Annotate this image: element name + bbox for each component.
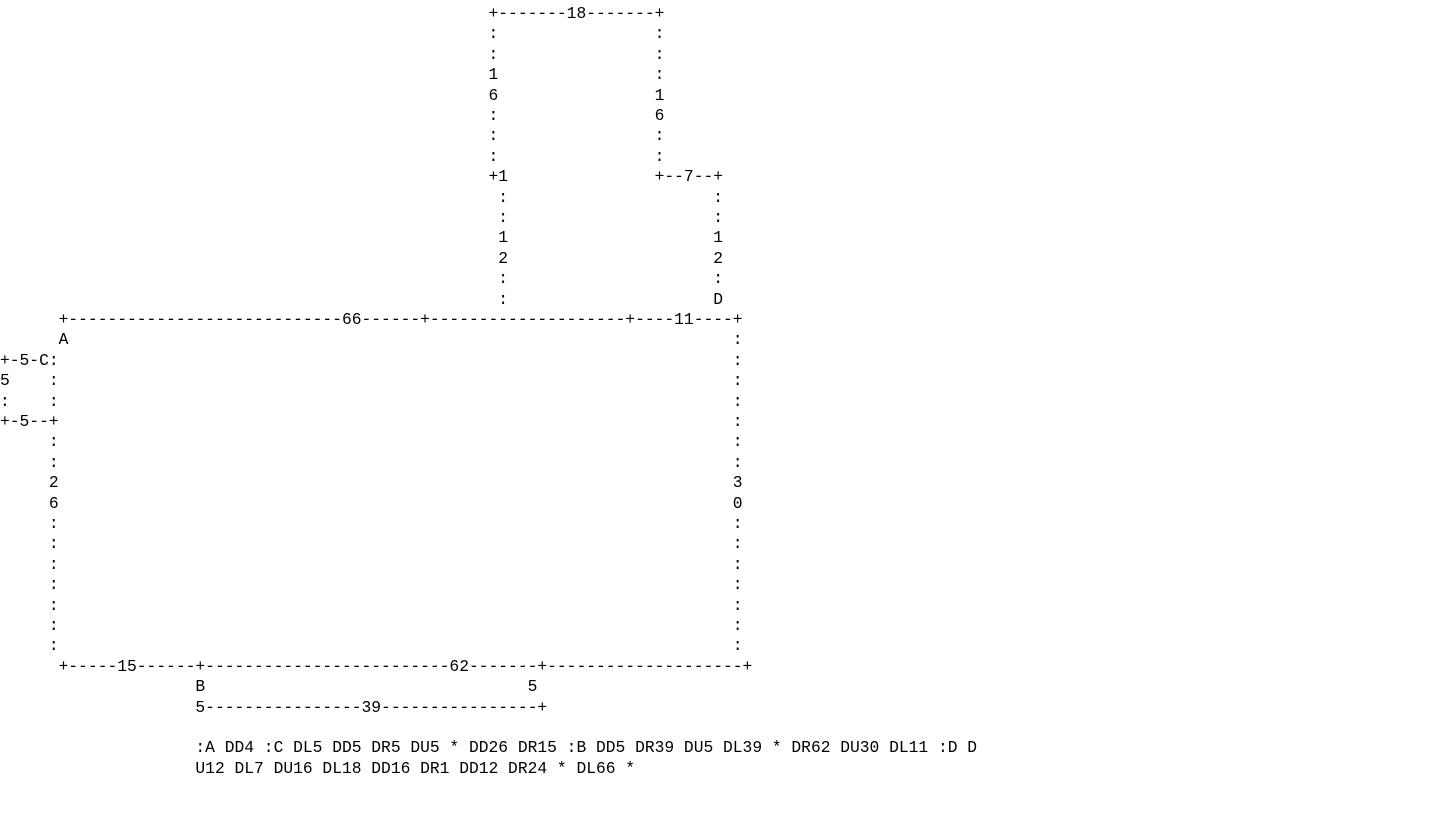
diagram-line: : :: [0, 269, 724, 289]
diagram-line: 2 3: [0, 473, 743, 493]
diagram-line: +-5--+ :: [0, 412, 743, 431]
diagram-line: +-----15------+-------------------------…: [0, 656, 753, 676]
diagram-line: A :: [0, 330, 743, 350]
diagram-line: +-5-C: :: [0, 350, 743, 370]
instruction-line: U12 DL7 DU16 DL18 DD16 DR1 DD12 DR24 * D…: [0, 758, 636, 778]
diagram-line: : D: [0, 289, 724, 309]
diagram-line: 1 1: [0, 228, 724, 248]
diagram-line: : :: [0, 636, 743, 656]
diagram-line: : :: [0, 187, 724, 207]
diagram-line: : :: [0, 44, 665, 64]
diagram-line: : 6: [0, 106, 665, 125]
diagram-line: : :: [0, 452, 743, 472]
diagram-line: : :: [0, 126, 665, 146]
diagram-line: : :: [0, 146, 665, 166]
diagram-line: : : :: [0, 391, 743, 411]
diagram-line: 2 2: [0, 248, 724, 268]
diagram-line: 6 1: [0, 85, 665, 105]
diagram-line: +-------18-------+: [0, 4, 665, 23]
diagram-line: : :: [0, 432, 743, 452]
diagram-line: : :: [0, 514, 743, 533]
diagram-line: +----------------------------66------+--…: [0, 310, 743, 329]
diagram-line: : :: [0, 534, 743, 554]
diagram-line: 6 0: [0, 493, 743, 513]
diagram-line: : :: [0, 616, 743, 635]
diagram-line: B 5: [0, 677, 538, 697]
diagram-line: : :: [0, 554, 743, 574]
diagram-line: 5 : :: [0, 371, 743, 391]
diagram-line: : :: [0, 575, 743, 595]
diagram-line: : :: [0, 24, 665, 44]
diagram-line: +1 +--7--+: [0, 167, 724, 187]
diagram-line: : :: [0, 595, 743, 615]
diagram-line: 5----------------39----------------+: [0, 697, 548, 717]
diagram-line: 1 :: [0, 65, 665, 85]
instruction-line: :A DD4 :C DL5 DD5 DR5 DU5 * DD26 DR15 :B…: [0, 738, 978, 758]
diagram-line: : :: [0, 208, 724, 227]
